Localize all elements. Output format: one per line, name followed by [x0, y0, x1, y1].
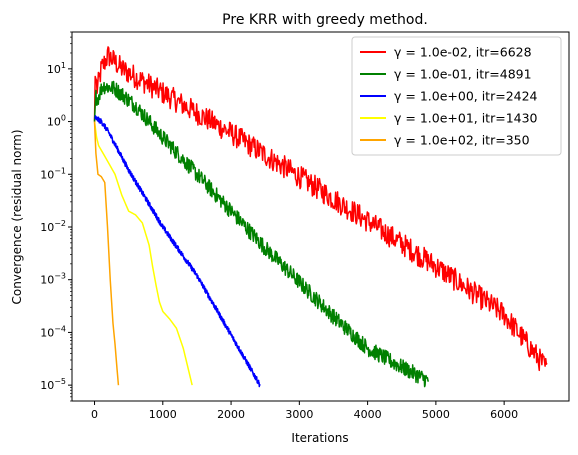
x-tick-label: 6000	[490, 408, 518, 421]
series-line-2	[94, 115, 261, 388]
y-tick-label: 10−5	[40, 377, 66, 392]
y-tick-label: 101	[47, 61, 66, 76]
y-axis-label: Convergence (residual norm)	[10, 129, 24, 304]
plot-area	[93, 46, 548, 388]
x-tick-label: 1000	[149, 408, 177, 421]
y-tick-label: 10−4	[40, 324, 66, 339]
legend-box	[351, 36, 562, 156]
x-tick-label: 0	[91, 408, 98, 421]
x-tick-label: 5000	[422, 408, 450, 421]
series-line-1	[93, 80, 430, 388]
axes-frame	[71, 31, 570, 402]
series-line-0	[93, 46, 548, 372]
legend-label: γ = 1.0e-01, itr=4891	[394, 67, 532, 82]
series-line-4	[93, 121, 120, 386]
legend: γ = 1.0e-02, itr=6628 γ = 1.0e-01, itr=48…	[351, 36, 562, 156]
x-tick-label: 3000	[285, 408, 313, 421]
chart-title: Pre KRR with greedy method.	[222, 12, 428, 28]
y-tick-label: 10−2	[40, 219, 66, 234]
legend-label: γ = 1.0e-02, itr=6628	[394, 45, 532, 60]
y-tick-label: 100	[47, 114, 66, 129]
y-tick-label: 10−1	[40, 166, 66, 181]
y-axis: 10−5 10−4 10−3 10−2 10−1 100 101	[40, 31, 72, 402]
legend-label: γ = 1.0e+01, itr=1430	[394, 111, 538, 126]
x-tick-label: 4000	[354, 408, 382, 421]
series-line-3	[93, 121, 193, 386]
y-tick-label: 10−3	[40, 272, 66, 287]
x-tick-label: 2000	[217, 408, 245, 421]
legend-label: γ = 1.0e+02, itr=350	[394, 133, 530, 148]
x-axis: 0 1000 2000 3000 4000 5000 6000	[91, 401, 518, 421]
x-axis-label: Iterations	[291, 431, 348, 445]
legend-label: γ = 1.0e+00, itr=2424	[394, 89, 538, 104]
